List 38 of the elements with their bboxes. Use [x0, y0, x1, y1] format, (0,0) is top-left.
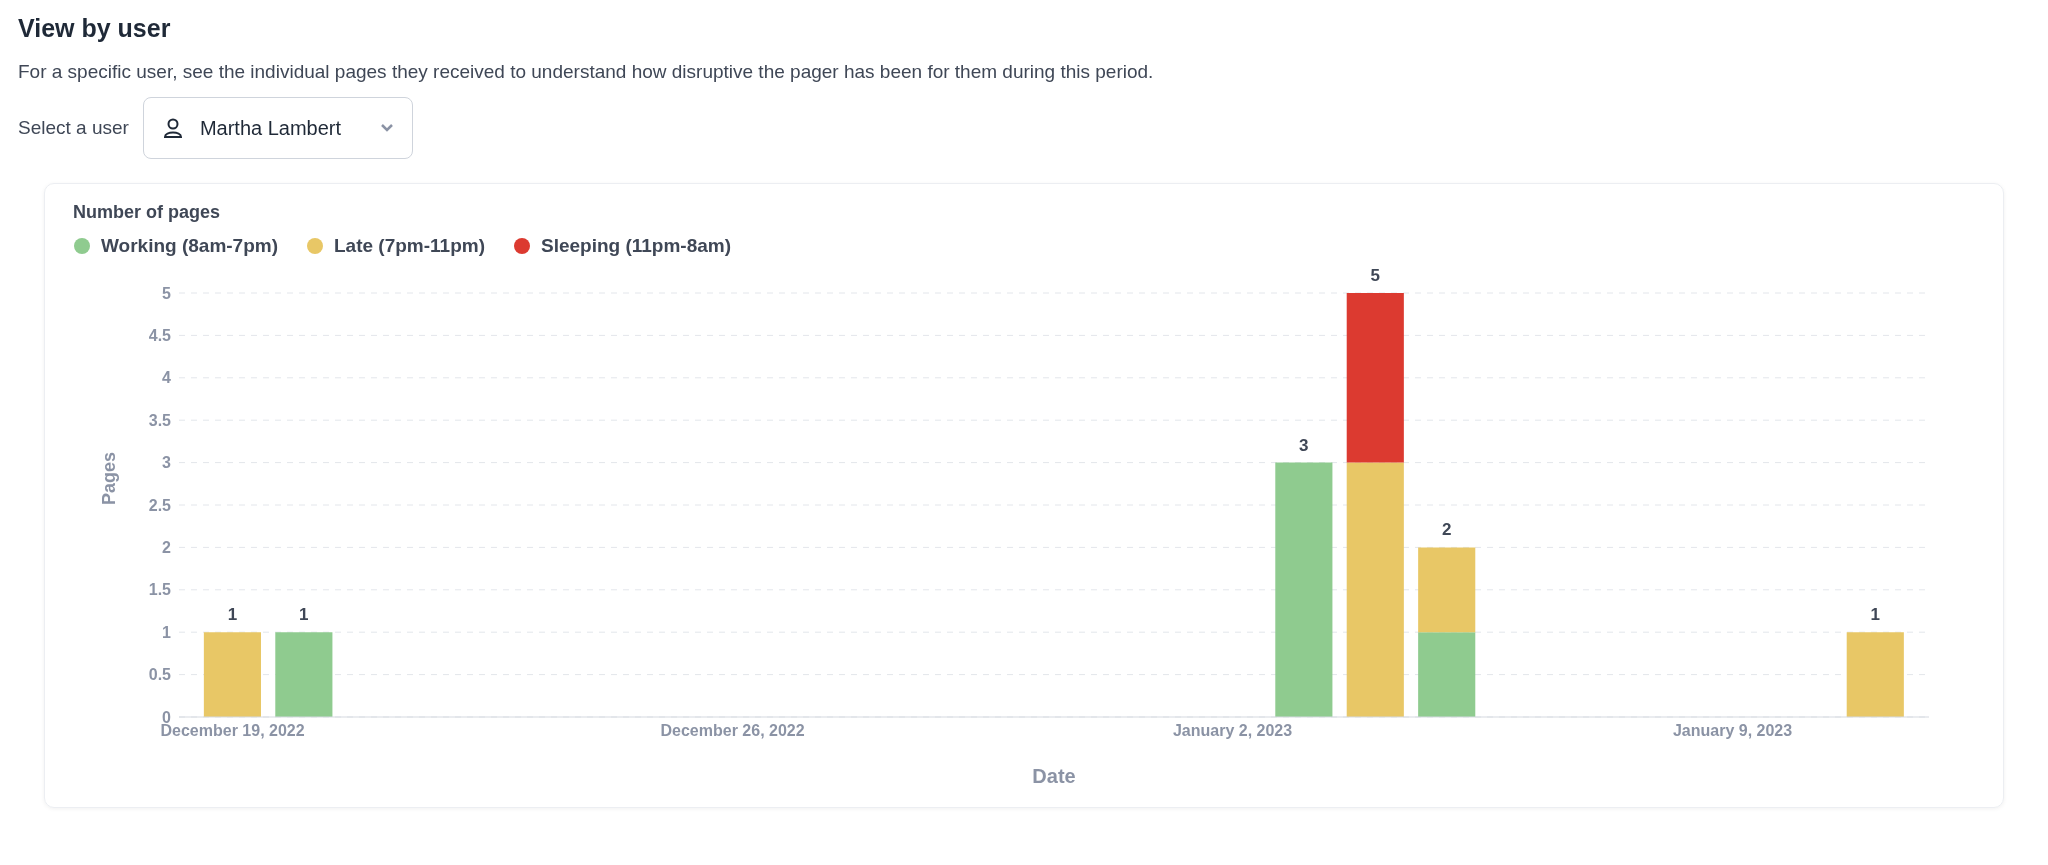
x-tick-label: January 2, 2023: [1172, 722, 1293, 740]
y-tick-label: 5: [162, 284, 172, 302]
bar: [1346, 462, 1404, 717]
y-tick-label: 3.5: [148, 411, 172, 429]
bar: [1846, 632, 1904, 717]
legend-label: Working (8am-7pm): [100, 235, 279, 257]
y-tick-label: 3: [162, 454, 172, 472]
y-tick-label: 0.5: [148, 666, 172, 684]
y-tick-label: 4.5: [148, 327, 172, 345]
text: Number of pages: [73, 202, 222, 223]
bar: [203, 632, 261, 717]
total-label: 3: [1299, 435, 1309, 455]
bar: [1418, 632, 1476, 717]
x-tick-label: January 9, 2023: [1672, 722, 1793, 740]
bar: [1275, 462, 1333, 717]
total-label: 1: [299, 605, 309, 625]
x-tick-label: December 26, 2022: [660, 722, 805, 740]
x-tick-label: December 19, 2022: [160, 722, 305, 740]
text: Select a user: [18, 117, 129, 139]
total-label: 1: [1870, 605, 1881, 625]
y-axis-title: Pages: [99, 451, 120, 505]
bar: [1418, 547, 1476, 633]
y-tick-label: 2: [162, 539, 172, 557]
user-select: Martha Lambert: [142, 97, 413, 159]
chart-title: View by user: [18, 14, 172, 43]
y-tick-label: 1.5: [148, 581, 172, 599]
total-label: 1: [227, 605, 238, 625]
legend-label: Late (7pm-11pm): [333, 235, 485, 257]
bar: [275, 632, 333, 717]
y-tick-label: 2.5: [148, 496, 172, 514]
total-label: 5: [1370, 266, 1381, 285]
total-label: 2: [1441, 520, 1452, 540]
bar: [1346, 293, 1404, 463]
y-tick-label: 1: [162, 623, 172, 641]
x-axis-title: Date: [1032, 765, 1076, 787]
y-tick-label: 4: [162, 369, 172, 387]
chart-subtitle: For a specific user, see the individual pages they received to understand how disruptive the pager has been for them during this period.: [18, 61, 1155, 83]
legend-label: Sleeping (11pm-8am): [540, 235, 732, 257]
